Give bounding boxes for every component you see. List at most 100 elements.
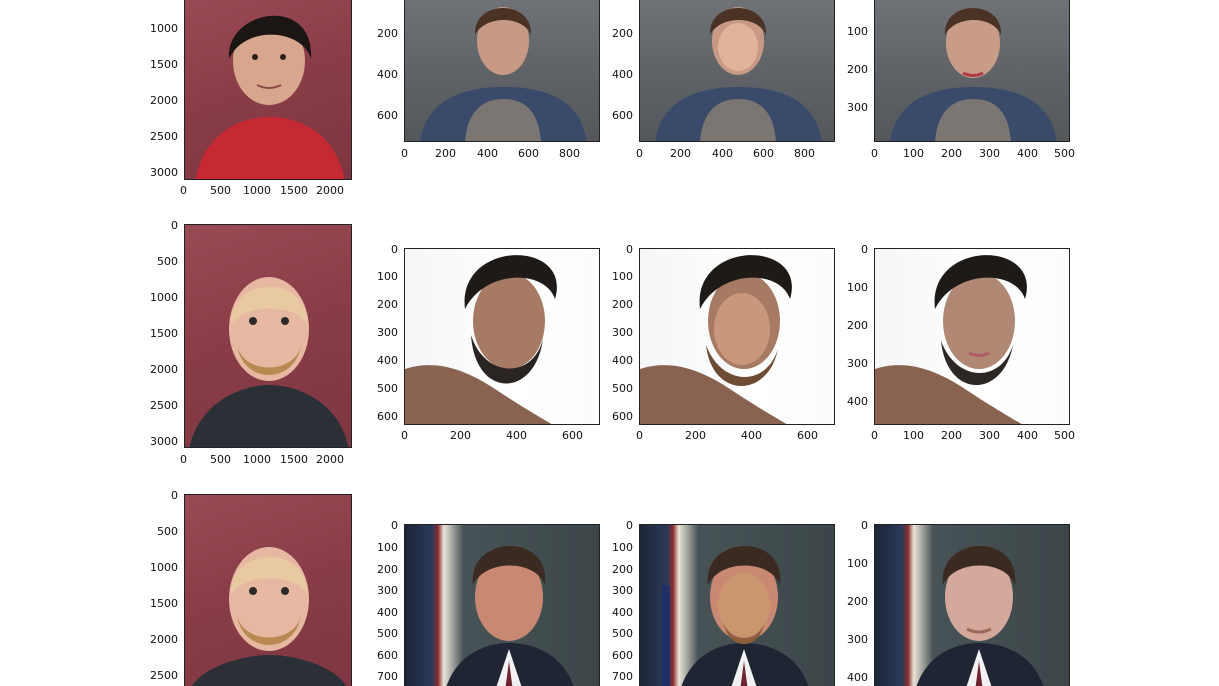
row1-source-ytick-2: 2000 — [150, 94, 178, 107]
row2-blended-xtick-5: 500 — [1054, 429, 1075, 442]
row3-swapped-ytick-1: 100 — [612, 541, 633, 554]
row3-source-ytick-0: 0 — [171, 489, 178, 502]
row1-source-xtick-2: 1000 — [243, 184, 271, 197]
row1-source-xtick-3: 1500 — [280, 184, 308, 197]
row3-source-ytick-2: 1000 — [150, 561, 178, 574]
row2-swapped-ytick-4: 400 — [612, 354, 633, 367]
row2-source-xtick-2: 1000 — [243, 453, 271, 466]
row3-target-ytick-0: 0 — [391, 519, 398, 532]
row3-source-ytick-5: 2500 — [150, 669, 178, 682]
row1-blended-xtick-4: 400 — [1017, 147, 1038, 160]
row2-source-xtick-0: 0 — [180, 453, 187, 466]
row1-blended-ytick-0: 100 — [847, 25, 868, 38]
row2-swapped-xtick-1: 200 — [685, 429, 706, 442]
row2-swapped-ytick-1: 100 — [612, 270, 633, 283]
row3-swapped-ytick-0: 0 — [626, 519, 633, 532]
row1-source-ytick-1: 1500 — [150, 58, 178, 71]
row2-swapped-xtick-2: 400 — [741, 429, 762, 442]
row2-blended-xtick-2: 200 — [941, 429, 962, 442]
row1-blended-xtick-0: 0 — [871, 147, 878, 160]
row1-source-xtick-1: 500 — [210, 184, 231, 197]
row1-swapped-ytick-2: 600 — [612, 109, 633, 122]
row2-source-ytick-3: 1500 — [150, 327, 178, 340]
row1-source-xtick-4: 2000 — [316, 184, 344, 197]
row3-swapped-ytick-5: 500 — [612, 627, 633, 640]
row3-source-image — [184, 494, 352, 686]
row2-target-xtick-0: 0 — [401, 429, 408, 442]
row3-swapped-ytick-3: 300 — [612, 584, 633, 597]
row2-swapped-ytick-0: 0 — [626, 243, 633, 256]
row2-swapped-ytick-6: 600 — [612, 410, 633, 423]
row1-blended-panel — [874, 0, 1070, 142]
row3-target-ytick-2: 200 — [377, 563, 398, 576]
row1-swapped-xtick-4: 800 — [794, 147, 815, 160]
row1-source-ytick-4: 3000 — [150, 166, 178, 179]
row1-target-xtick-2: 400 — [477, 147, 498, 160]
row2-blended-ytick-0: 0 — [861, 243, 868, 256]
row3-target-ytick-1: 100 — [377, 541, 398, 554]
row2-source-ytick-1: 500 — [157, 255, 178, 268]
row3-blended-image — [874, 524, 1070, 686]
row2-source-xtick-4: 2000 — [316, 453, 344, 466]
row3-swapped-ytick-7: 700 — [612, 670, 633, 683]
row2-target-image — [404, 248, 600, 425]
row3-source-panel — [184, 494, 352, 686]
row1-target-ytick-0: 200 — [377, 27, 398, 40]
row2-target-ytick-0: 0 — [391, 243, 398, 256]
row2-swapped-panel — [639, 248, 835, 425]
row2-blended-xtick-3: 300 — [979, 429, 1000, 442]
row2-source-ytick-4: 2000 — [150, 363, 178, 376]
row1-blended-xtick-5: 500 — [1054, 147, 1075, 160]
row3-swapped-ytick-6: 600 — [612, 649, 633, 662]
row1-swapped-ytick-0: 200 — [612, 27, 633, 40]
row3-source-ytick-1: 500 — [157, 525, 178, 538]
row3-blended-ytick-1: 100 — [847, 557, 868, 570]
row3-target-ytick-3: 300 — [377, 584, 398, 597]
row1-blended-ytick-2: 300 — [847, 101, 868, 114]
row2-blended-ytick-3: 300 — [847, 357, 868, 370]
row2-source-ytick-6: 3000 — [150, 435, 178, 448]
row1-target-xtick-4: 800 — [559, 147, 580, 160]
row1-source-ytick-0: 1000 — [150, 22, 178, 35]
row3-target-ytick-6: 600 — [377, 649, 398, 662]
row1-blended-xtick-1: 100 — [903, 147, 924, 160]
row2-target-ytick-1: 100 — [377, 270, 398, 283]
row2-source-ytick-0: 0 — [171, 219, 178, 232]
row2-swapped-xtick-3: 600 — [797, 429, 818, 442]
row2-blended-image — [874, 248, 1070, 425]
row2-source-xtick-1: 500 — [210, 453, 231, 466]
row3-target-image — [404, 524, 600, 686]
row2-target-panel — [404, 248, 600, 425]
row2-blended-ytick-1: 100 — [847, 281, 868, 294]
row1-target-panel — [404, 0, 600, 142]
row1-blended-image — [874, 0, 1070, 142]
row2-swapped-ytick-3: 300 — [612, 326, 633, 339]
row3-blended-ytick-3: 300 — [847, 633, 868, 646]
row1-target-xtick-3: 600 — [518, 147, 539, 160]
row2-blended-xtick-0: 0 — [871, 429, 878, 442]
row3-target-ytick-7: 700 — [377, 670, 398, 683]
row3-swapped-ytick-2: 200 — [612, 563, 633, 576]
row2-target-ytick-4: 400 — [377, 354, 398, 367]
row2-swapped-ytick-2: 200 — [612, 298, 633, 311]
row1-swapped-ytick-1: 400 — [612, 68, 633, 81]
row2-target-ytick-2: 200 — [377, 298, 398, 311]
row2-blended-xtick-4: 400 — [1017, 429, 1038, 442]
row3-source-ytick-3: 1500 — [150, 597, 178, 610]
row2-target-ytick-3: 300 — [377, 326, 398, 339]
row1-target-xtick-1: 200 — [435, 147, 456, 160]
row2-target-xtick-3: 600 — [562, 429, 583, 442]
row1-source-image — [184, 0, 352, 180]
row2-target-ytick-5: 500 — [377, 382, 398, 395]
row2-swapped-xtick-0: 0 — [636, 429, 643, 442]
row1-target-ytick-2: 600 — [377, 109, 398, 122]
row1-target-image — [404, 0, 600, 142]
row2-source-ytick-2: 1000 — [150, 291, 178, 304]
row3-target-ytick-5: 500 — [377, 627, 398, 640]
row2-target-xtick-2: 400 — [506, 429, 527, 442]
row3-blended-panel — [874, 524, 1070, 686]
row1-target-xtick-0: 0 — [401, 147, 408, 160]
row1-swapped-xtick-3: 600 — [753, 147, 774, 160]
row3-blended-ytick-4: 400 — [847, 671, 868, 684]
row2-target-ytick-6: 600 — [377, 410, 398, 423]
